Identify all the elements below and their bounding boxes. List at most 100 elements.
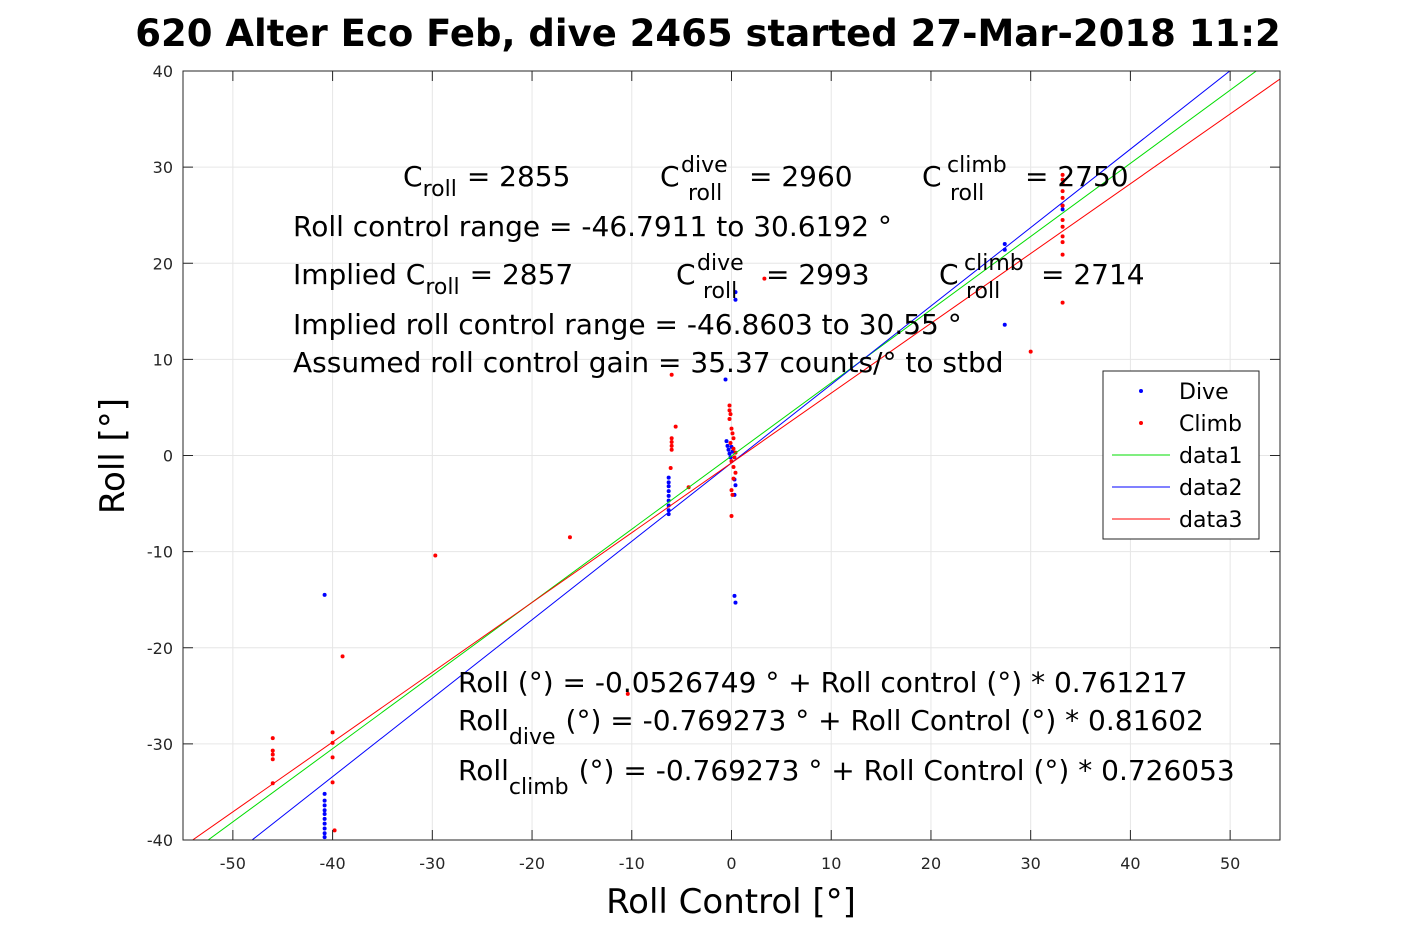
dive-point [1060, 207, 1065, 212]
y-tick-label: -10 [147, 543, 173, 562]
fit-climb-rest: (°) = -0.769273 ° + Roll Control (°) * 0… [579, 754, 1235, 787]
c-roll-dive-value: = 2960 [749, 160, 853, 193]
implied-c-roll-climb-value: = 2714 [1041, 258, 1145, 291]
y-tick-label: 0 [163, 447, 173, 466]
x-tick-label: -10 [619, 854, 645, 873]
climb-point [731, 465, 736, 470]
dive-point [322, 821, 327, 826]
climb-point [727, 408, 732, 413]
legend-label-data3: data3 [1179, 508, 1243, 533]
implied-c-roll-dive-value: = 2993 [766, 258, 870, 291]
dive-point [727, 451, 732, 456]
dive-point [322, 816, 327, 821]
dive-point [666, 475, 671, 480]
climb-point [1060, 252, 1065, 257]
c-roll-climb-base: C [922, 160, 942, 193]
climb-point [1060, 177, 1065, 182]
dive-point [666, 493, 671, 498]
climb-point [729, 514, 734, 519]
climb-point [731, 436, 736, 441]
dive-point [322, 803, 327, 808]
climb-point [330, 780, 335, 785]
y-axis-label: Roll [°] [93, 398, 133, 514]
x-tick-label: 20 [921, 854, 941, 873]
climb-point [732, 455, 737, 460]
legend-items: Dive Climb data1 data2 data3 [1112, 380, 1243, 533]
data-marks [191, 71, 1280, 840]
climb-point [340, 654, 345, 659]
fit-dive-base: Roll [458, 704, 509, 737]
annotation-implied-range: Implied roll control range = -46.8603 to… [293, 308, 962, 341]
annotation-fit-climb: Rollclimb (°) = -0.769273 ° + Roll Contro… [458, 754, 1235, 800]
climb-point [1060, 195, 1065, 200]
climb-point [669, 447, 674, 452]
climb-point [433, 553, 438, 558]
dive-point [1002, 322, 1007, 327]
climb-point [1060, 172, 1065, 177]
ticks: -50 -40 -30 -20 -10 0 10 20 30 40 50 -40 -30 -20 -10 0 1… [147, 62, 1280, 873]
x-tick-label: -50 [220, 854, 246, 873]
x-tick-label: 30 [1021, 854, 1041, 873]
climb-point [669, 443, 674, 448]
legend-label-data2: data2 [1179, 476, 1243, 501]
dive-point [733, 290, 738, 295]
climb-point [673, 424, 678, 429]
dive-point [322, 835, 327, 840]
chart-title: 620 Alter Eco Feb, dive 2465 started 27-… [135, 12, 1280, 55]
climb-point [330, 755, 335, 760]
legend-marker-climb [1139, 421, 1143, 425]
climb-point [668, 465, 673, 470]
annotation-c-roll-climb: C [922, 160, 942, 193]
annotation-implied-c-roll-climb: C [939, 258, 959, 291]
dive-point [723, 377, 728, 382]
dive-point [322, 831, 327, 836]
climb-point [270, 748, 275, 753]
annotation-c-roll: Croll = 2855 [403, 160, 570, 202]
c-roll-climb-sub: roll [950, 181, 984, 206]
x-tick-label: 50 [1220, 854, 1240, 873]
climb-point [332, 828, 337, 833]
fit-climb-base: Roll [458, 754, 509, 787]
climb-point [1060, 300, 1065, 305]
annotation-fit-all: Roll (°) = -0.0526749 ° + Roll control (… [458, 666, 1188, 699]
implied-c-roll-dive-sub: roll [703, 279, 737, 304]
climb-point [1060, 203, 1065, 208]
implied-c-roll-value: = 2857 [470, 258, 574, 291]
climb-point [625, 691, 630, 696]
implied-c-roll-prefix: Implied C [293, 258, 425, 291]
y-tick-label: -20 [147, 639, 173, 658]
climb-point [728, 441, 733, 446]
dive-point [322, 798, 327, 803]
climb-point [567, 535, 572, 540]
y-tick-label: -30 [147, 735, 173, 754]
dive-point [725, 443, 730, 448]
c-roll-climb-value: = 2750 [1025, 160, 1129, 193]
climb-point [270, 752, 275, 757]
climb-point [270, 736, 275, 741]
dive-point [1002, 242, 1007, 247]
legend-marker-dive [1139, 389, 1143, 393]
dive-point [726, 447, 731, 452]
y-tick-label: 10 [153, 350, 173, 369]
climb-point [727, 416, 732, 421]
x-tick-label: -40 [320, 854, 346, 873]
dive-point [733, 600, 738, 605]
climb-point [1060, 224, 1065, 229]
fit-line-data1 [207, 71, 1258, 840]
climb-point [762, 276, 767, 281]
climb-point [270, 757, 275, 762]
c-roll-climb-sup: climb [947, 153, 1007, 178]
dive-point [322, 592, 327, 597]
legend-label-dive: Dive [1179, 380, 1229, 405]
climb-point [727, 403, 732, 408]
implied-c-roll-climb-sub: roll [966, 279, 1000, 304]
dive-point [322, 812, 327, 817]
c-roll-value: = 2855 [467, 160, 571, 193]
dive-point [666, 489, 671, 494]
y-tick-label: 20 [153, 254, 173, 273]
dive-point [732, 593, 737, 598]
c-roll-base: C [403, 160, 423, 193]
implied-c-roll-dive-sup: dive [697, 251, 744, 276]
implied-c-roll-climb-sup: climb [964, 251, 1024, 276]
dive-point [733, 297, 738, 302]
